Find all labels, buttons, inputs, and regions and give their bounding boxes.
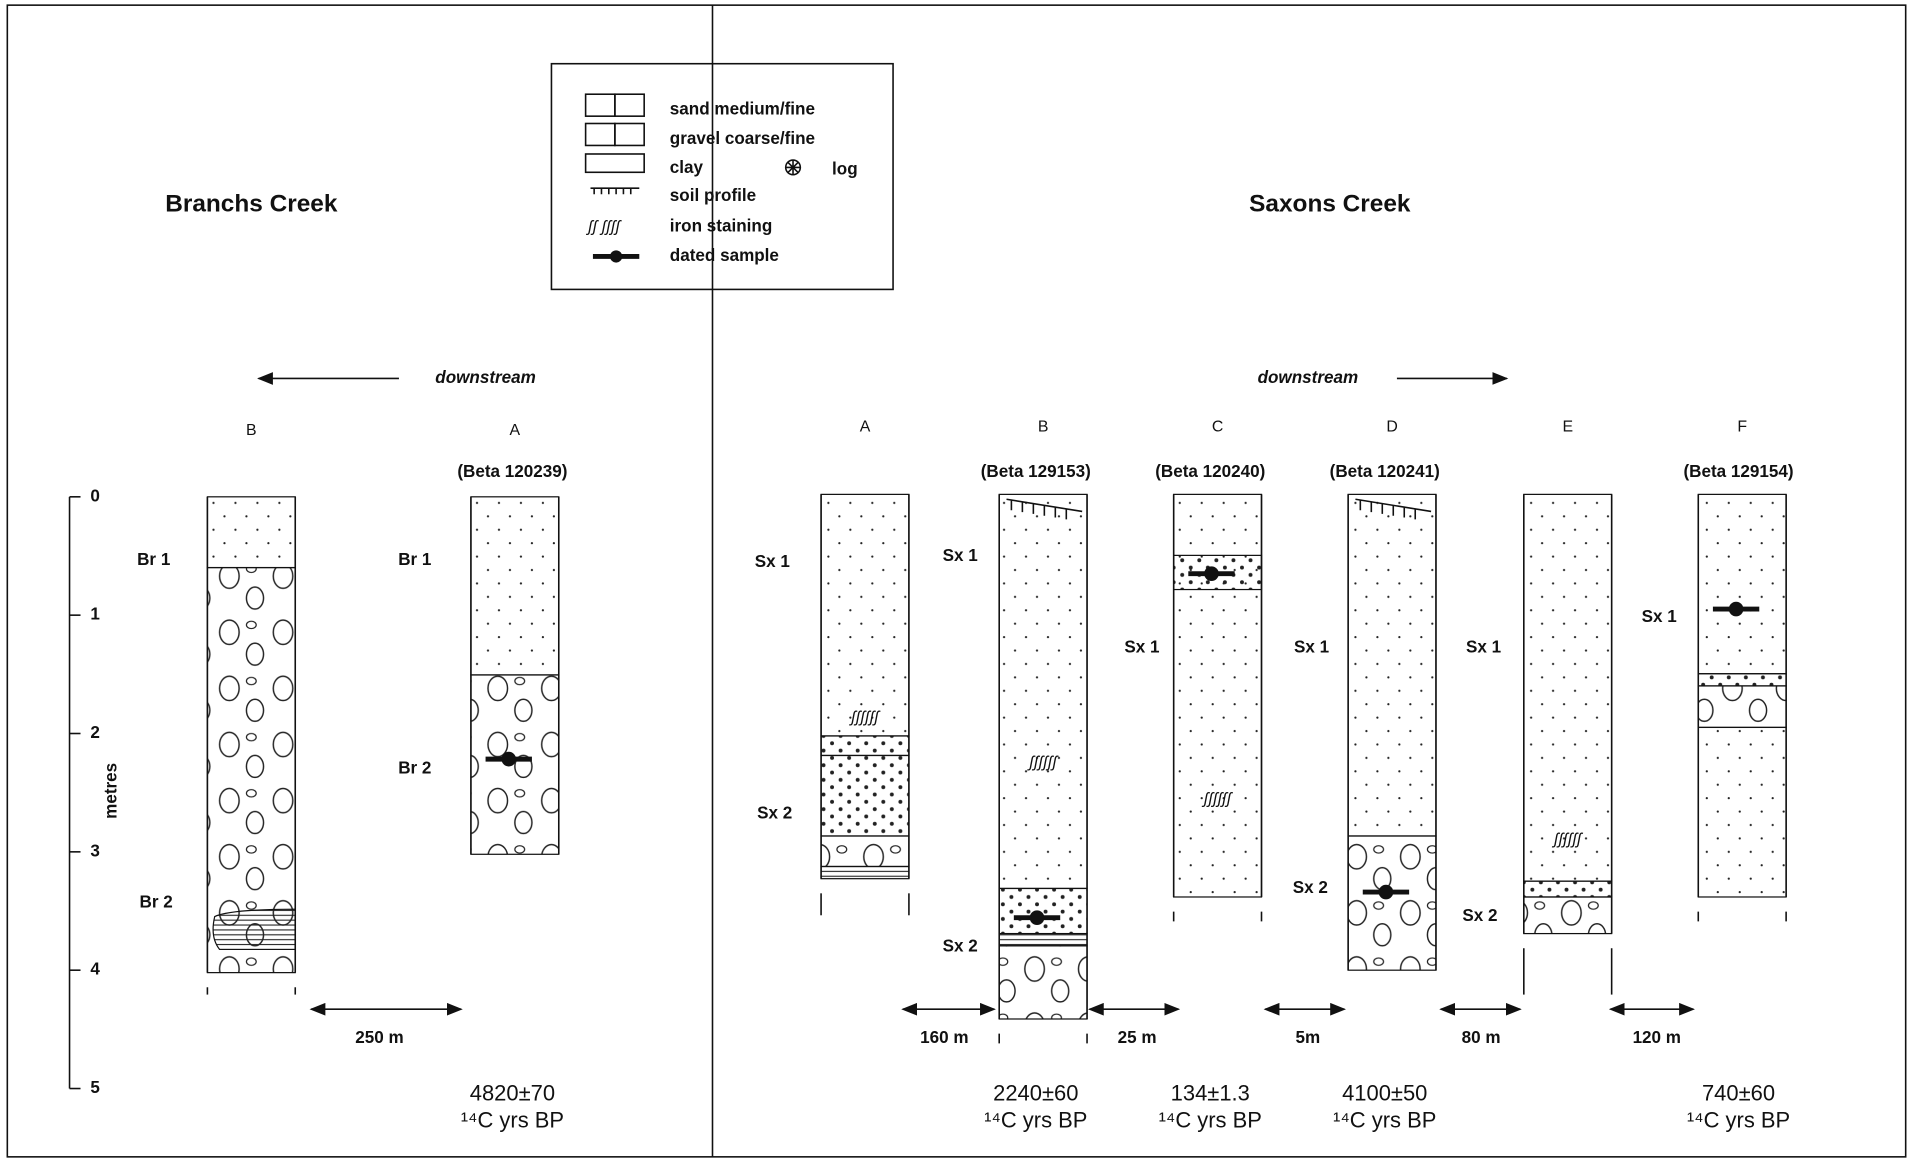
age: 2240±60 xyxy=(993,1080,1078,1105)
direction-label: downstream xyxy=(435,368,536,387)
column-label: D xyxy=(1386,418,1397,435)
iron-staining: ʃʃʃʃʃʃ xyxy=(1201,791,1234,808)
axis-tick-label: 2 xyxy=(90,723,100,742)
layer xyxy=(821,836,909,867)
layer xyxy=(471,675,559,854)
age-unit: ¹⁴C yrs BP xyxy=(461,1107,564,1132)
layer xyxy=(471,497,559,675)
layer xyxy=(1348,836,1436,970)
unit-label: Sx 2 xyxy=(943,937,978,956)
age-unit: ¹⁴C yrs BP xyxy=(1333,1107,1436,1132)
age-unit: ¹⁴C yrs BP xyxy=(984,1107,1087,1132)
layer xyxy=(1524,881,1612,897)
sample-id: (Beta 129154) xyxy=(1683,462,1793,481)
sample-id: (Beta 120240) xyxy=(1155,462,1265,481)
unit-label: Sx 2 xyxy=(1293,878,1328,897)
direction-label: downstream xyxy=(1258,368,1359,387)
column-label: C xyxy=(1212,418,1223,435)
legend-label: iron staining xyxy=(670,217,772,236)
dated-sample xyxy=(1204,566,1219,581)
layer xyxy=(821,866,909,878)
layer xyxy=(821,755,909,836)
dated-sample xyxy=(1030,910,1045,925)
distance-label: 80 m xyxy=(1462,1028,1501,1047)
legend-label: soil profile xyxy=(670,186,756,205)
distance-label: 160 m xyxy=(920,1028,968,1047)
column-label: B xyxy=(246,422,257,439)
clay-lens xyxy=(213,909,295,949)
figure: ʃʃ ʃʃʃʃ sand medium/fine gravel coarse/fi… xyxy=(0,0,1913,1162)
age: 4820±70 xyxy=(470,1080,555,1105)
age-unit: ¹⁴C yrs BP xyxy=(1687,1107,1790,1132)
distance-label: 25 m xyxy=(1118,1028,1157,1047)
layer xyxy=(1698,686,1786,727)
age: 4100±50 xyxy=(1342,1080,1427,1105)
axis-tick-label: 5 xyxy=(90,1078,100,1097)
distance-label: 250 m xyxy=(355,1028,403,1047)
layer xyxy=(207,497,295,568)
column-label: B xyxy=(1038,418,1049,435)
iron-staining: ʃʃʃʃʃʃ xyxy=(848,709,881,726)
panel-title: Branchs Creek xyxy=(165,191,338,218)
column-label: A xyxy=(860,418,871,435)
layer xyxy=(1698,727,1786,897)
unit-label: Sx 2 xyxy=(757,804,792,823)
layer xyxy=(1698,674,1786,686)
sample-id: (Beta 120239) xyxy=(457,462,567,481)
legend-label: dated sample xyxy=(670,246,779,265)
distance-label: 5m xyxy=(1296,1028,1321,1047)
unit-label: Sx 1 xyxy=(1642,607,1678,626)
unit-label: Sx 1 xyxy=(1124,638,1160,657)
layer xyxy=(821,494,909,736)
layer xyxy=(1348,494,1436,836)
axis-tick-label: 1 xyxy=(90,605,100,624)
axis-tick-label: 3 xyxy=(90,841,100,860)
layer xyxy=(999,946,1087,1019)
age: 134±1.3 xyxy=(1171,1080,1250,1105)
axis-tick-label: 0 xyxy=(90,486,100,505)
legend-label: sand medium/fine xyxy=(670,100,815,119)
dated-sample xyxy=(1379,885,1394,900)
unit-label: Sx 1 xyxy=(1294,638,1330,657)
layer xyxy=(1698,494,1786,673)
unit-label: Br 2 xyxy=(140,893,173,912)
svg-text:ʃʃ ʃʃʃʃ: ʃʃ ʃʃʃʃ xyxy=(585,218,622,235)
dated-sample xyxy=(1729,602,1744,617)
column-label: F xyxy=(1737,418,1747,435)
layer xyxy=(999,934,1087,946)
iron-staining: ʃʃʃʃʃʃ xyxy=(1026,754,1059,771)
layer xyxy=(999,494,1087,888)
axis-label: metres xyxy=(102,763,121,819)
age: 740±60 xyxy=(1702,1080,1775,1105)
legend-label: gravel coarse/fine xyxy=(670,129,815,148)
sample-id: (Beta 120241) xyxy=(1330,462,1440,481)
distance-label: 120 m xyxy=(1633,1028,1681,1047)
layer xyxy=(1524,897,1612,934)
column-label: E xyxy=(1562,418,1573,435)
layer xyxy=(821,736,909,756)
layer xyxy=(999,888,1087,933)
unit-label: Br 1 xyxy=(398,550,432,569)
layer xyxy=(1524,494,1612,881)
axis-tick-label: 4 xyxy=(90,960,100,979)
sample-id: (Beta 129153) xyxy=(981,462,1091,481)
dated-sample xyxy=(501,752,516,767)
unit-label: Sx 1 xyxy=(1466,638,1502,657)
iron-staining: ʃʃʃʃʃʃ xyxy=(1551,831,1584,848)
unit-label: Sx 1 xyxy=(755,552,791,571)
unit-label: Br 1 xyxy=(137,550,171,569)
legend-label: clay xyxy=(670,158,704,177)
page: ʃʃ ʃʃʃʃ sand medium/fine gravel coarse/fi… xyxy=(0,0,1913,1162)
column-label: A xyxy=(510,422,521,439)
legend-label: log xyxy=(832,159,858,178)
unit-label: Br 2 xyxy=(398,758,431,777)
unit-label: Sx 1 xyxy=(943,546,979,565)
age-unit: ¹⁴C yrs BP xyxy=(1159,1107,1262,1132)
panel-title: Saxons Creek xyxy=(1249,191,1411,218)
unit-label: Sx 2 xyxy=(1462,906,1497,925)
